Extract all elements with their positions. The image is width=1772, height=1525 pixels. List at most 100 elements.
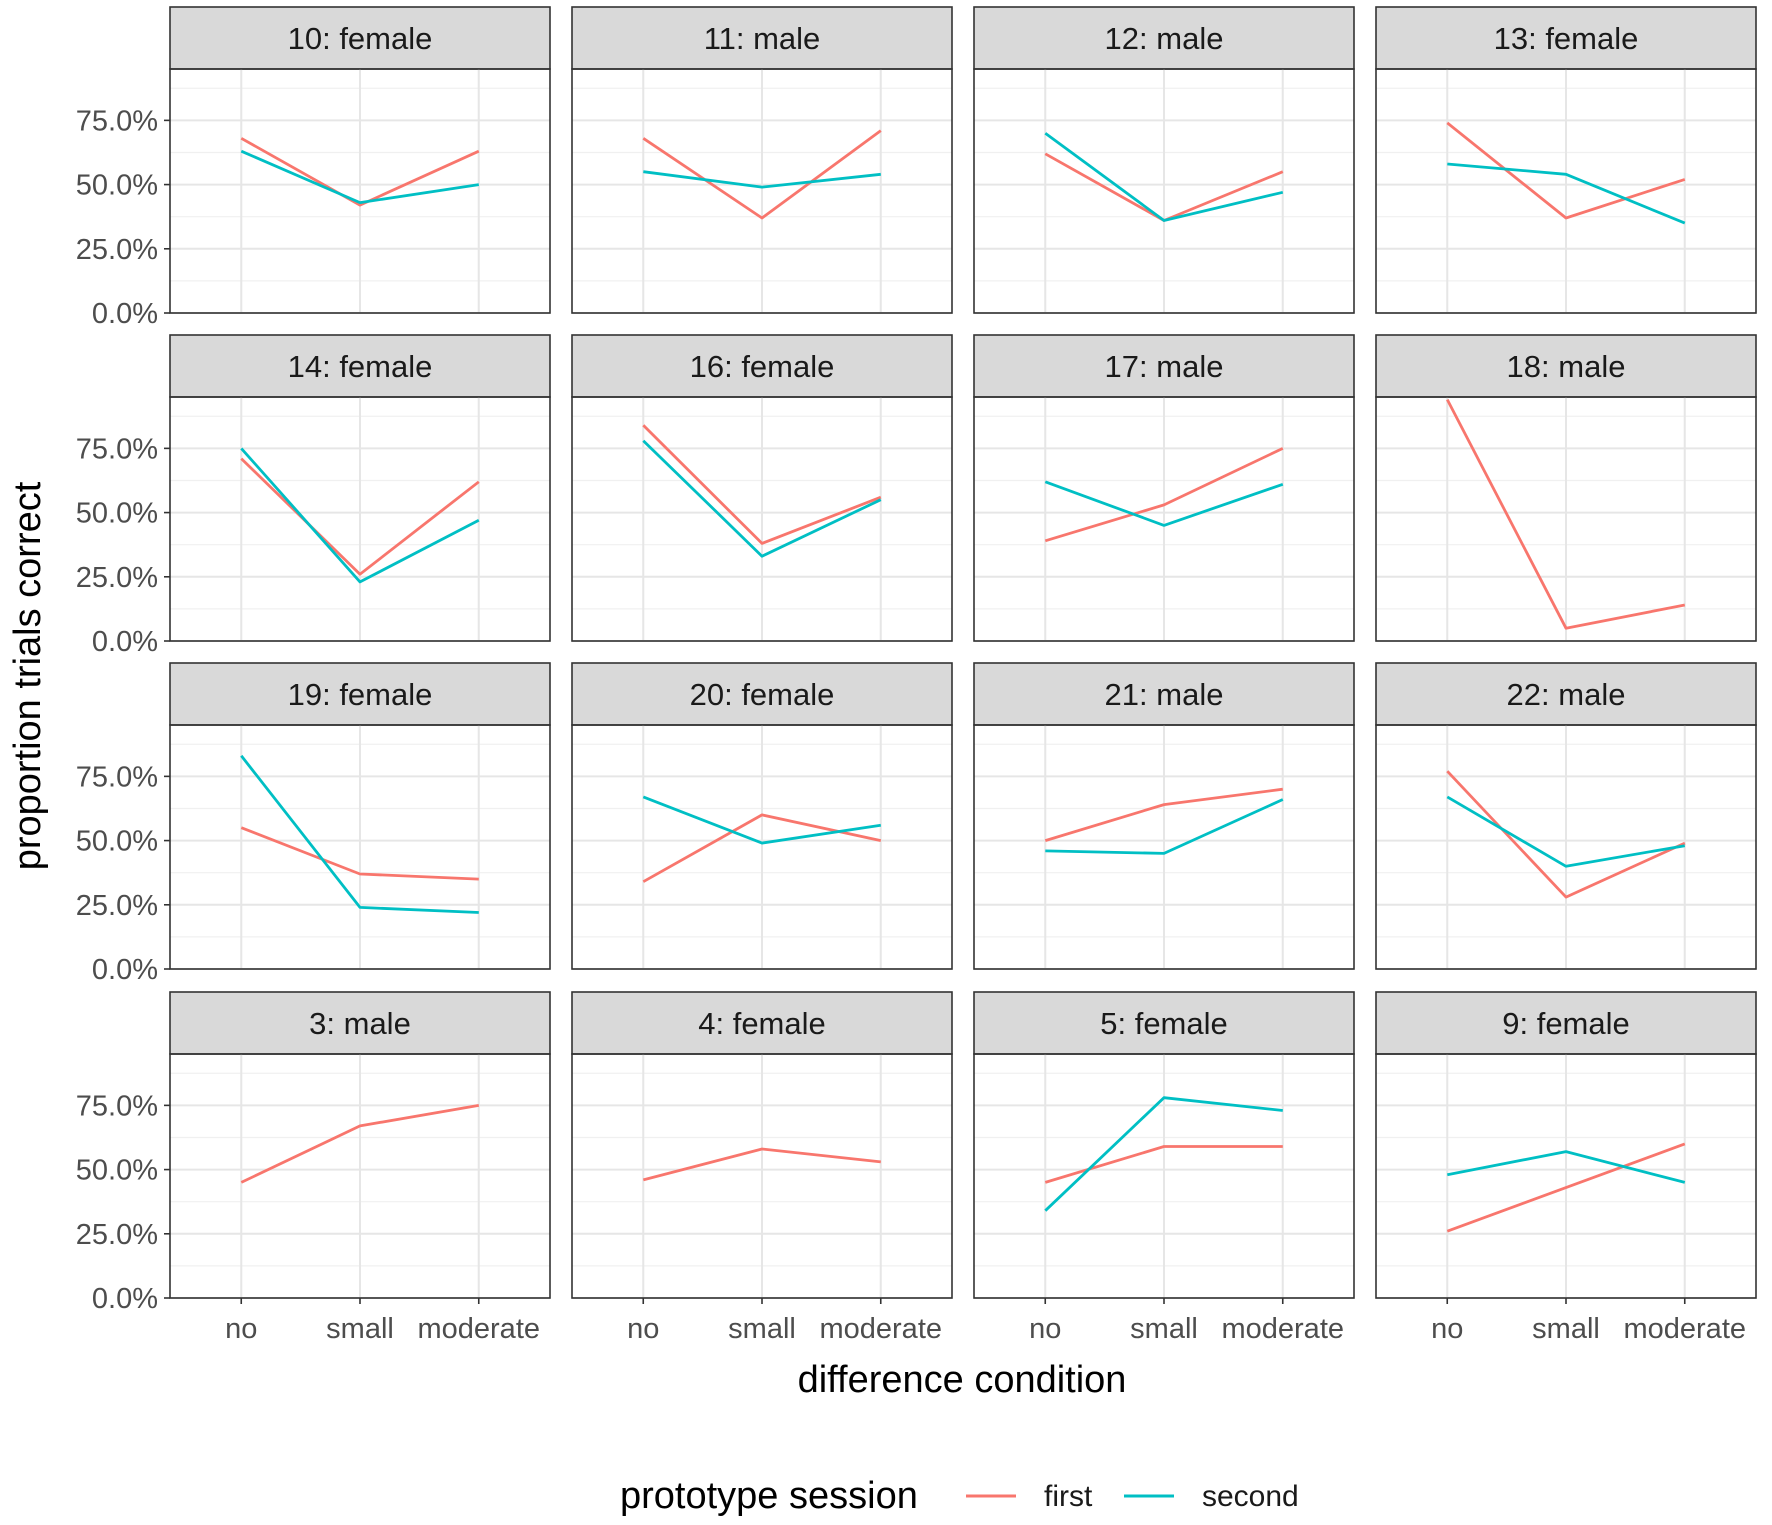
- panel-border: [169, 396, 551, 642]
- series-line-second: [1447, 162, 1686, 225]
- panel: 22: male: [1375, 662, 1757, 970]
- series-line-second: [240, 754, 479, 914]
- series-line-first: [1446, 770, 1686, 899]
- x-tick-label: moderate: [417, 1313, 540, 1345]
- panel: 11: male: [571, 6, 953, 314]
- y-tick-label: 0.0%: [92, 1283, 158, 1315]
- series-line-first: [642, 1147, 881, 1182]
- series-line-second: [1045, 798, 1284, 855]
- panel-border: [973, 396, 1355, 642]
- y-tick-label: 25.0%: [76, 890, 158, 922]
- series-line-second: [1044, 1096, 1283, 1212]
- panel: 19: female: [169, 662, 551, 970]
- facet-label: 21: male: [1105, 677, 1224, 712]
- y-tick-label: 75.0%: [76, 433, 158, 465]
- y-axis: 0.0% 25.0% 50.0% 75.0% 0.0% 25.0% 50.0% 75.0% 0.…: [76, 105, 170, 1315]
- facet-label: 3: male: [309, 1006, 411, 1041]
- series-line-second: [1446, 795, 1686, 868]
- facet-strip: [571, 662, 953, 726]
- x-tick-label: small: [1532, 1313, 1600, 1345]
- panel: 12: male: [973, 6, 1355, 314]
- x-tick-label: small: [728, 1313, 796, 1345]
- panel-border: [1375, 396, 1757, 642]
- facet-label: 12: male: [1105, 21, 1224, 56]
- y-tick-label: 50.0%: [76, 170, 158, 202]
- series-line-second: [240, 447, 480, 584]
- legend-label-first: first: [1044, 1480, 1093, 1513]
- series-line-first: [1044, 447, 1284, 543]
- series-line-second: [642, 439, 882, 558]
- facet-strip: [571, 991, 953, 1055]
- panel-border: [169, 68, 551, 314]
- series-line-second: [643, 170, 881, 189]
- panel: 14: female: [169, 334, 551, 642]
- x-tick-label: no: [225, 1313, 257, 1345]
- facet-label: 18: male: [1507, 349, 1626, 384]
- panel: 3: male: [169, 991, 551, 1299]
- facet-label: 17: male: [1105, 349, 1224, 384]
- series-line-second: [1447, 1150, 1686, 1184]
- series-line-first: [642, 129, 882, 220]
- series-line-first: [240, 1104, 480, 1184]
- x-axis-title: difference condition: [798, 1359, 1127, 1401]
- x-tick-label: no: [1431, 1313, 1463, 1345]
- facet-label: 11: male: [704, 21, 821, 56]
- facet-strip: [169, 662, 551, 726]
- legend: prototype session first second: [620, 1475, 1299, 1517]
- series-line-first: [1446, 121, 1686, 220]
- series-line-first: [1044, 1145, 1283, 1184]
- facet-strip: [571, 334, 953, 398]
- panel: 9: female: [1375, 991, 1757, 1299]
- panels: 10: female 11: male 12: male 13: female 14: …: [169, 6, 1757, 1299]
- facet-label: 20: female: [690, 677, 835, 712]
- facet-label: 10: female: [288, 21, 433, 56]
- y-tick-label: 25.0%: [76, 562, 158, 594]
- series-line-first: [240, 137, 480, 207]
- panel-border: [973, 68, 1355, 314]
- facet-label: 22: male: [1507, 677, 1626, 712]
- facet-strip: [1375, 662, 1757, 726]
- facet-label: 5: female: [1100, 1006, 1228, 1041]
- series-line-second: [240, 149, 480, 205]
- legend-title: prototype session: [620, 1475, 918, 1517]
- panel-border: [973, 724, 1355, 970]
- y-tick-label: 50.0%: [76, 826, 158, 858]
- y-tick-label: 75.0%: [76, 1090, 158, 1122]
- panel: 16: female: [571, 334, 953, 642]
- facet-strip: [169, 991, 551, 1055]
- panel: 13: female: [1375, 6, 1757, 314]
- facet-strip: [1375, 991, 1757, 1055]
- facet-strip: [1375, 6, 1757, 70]
- panel: 21: male: [973, 662, 1355, 970]
- x-tick-label: no: [1029, 1313, 1061, 1345]
- series-line-second: [642, 795, 882, 845]
- x-tick-label: small: [326, 1313, 394, 1345]
- panel-border: [571, 724, 953, 970]
- series-line-first: [240, 457, 480, 576]
- panel-border: [571, 68, 953, 314]
- series-line-second: [1044, 132, 1284, 222]
- y-tick-label: 25.0%: [76, 234, 158, 266]
- y-tick-label: 0.0%: [92, 954, 158, 986]
- y-tick-label: 0.0%: [92, 626, 158, 658]
- y-axis-title: proportion trials correct: [7, 481, 49, 870]
- y-tick-label: 75.0%: [76, 761, 158, 793]
- x-tick-label: no: [627, 1313, 659, 1345]
- panel: 17: male: [973, 334, 1355, 642]
- panel: 4: female: [571, 991, 953, 1299]
- legend-label-second: second: [1202, 1480, 1299, 1513]
- panel: 18: male: [1375, 334, 1757, 642]
- panel-border: [1375, 68, 1757, 314]
- panel-border: [1375, 724, 1757, 970]
- y-tick-label: 75.0%: [76, 105, 158, 137]
- y-tick-label: 50.0%: [76, 1155, 158, 1187]
- facet-label: 4: female: [698, 1006, 826, 1041]
- facet-strip: [169, 334, 551, 398]
- panel: 10: female: [169, 6, 551, 314]
- facet-label: 14: female: [288, 349, 433, 384]
- x-axis: no small moderate no small moderate no small mod…: [225, 1298, 1746, 1345]
- series-line-first: [1446, 1142, 1686, 1233]
- facet-strip: [571, 6, 953, 70]
- facet-label: 9: female: [1502, 1006, 1630, 1041]
